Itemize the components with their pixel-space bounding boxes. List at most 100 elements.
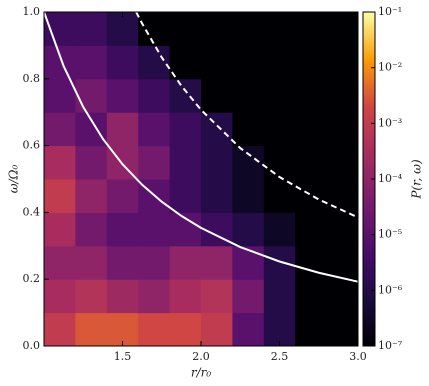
y-tick-label: 0.0 [23, 339, 41, 352]
heatmap-cell [326, 145, 359, 180]
heatmap-cell [169, 179, 202, 213]
heatmap-cell [106, 78, 139, 113]
heatmap-cell [106, 312, 139, 347]
y-tick-label: 0.2 [23, 272, 41, 285]
colorbar-tick-label: 10⁻² [378, 61, 402, 74]
heatmap-cell [263, 245, 296, 280]
heatmap-cell [326, 279, 359, 314]
heatmap-cell [75, 179, 108, 213]
heatmap-cell [75, 145, 108, 180]
heatmap-cell [169, 145, 202, 180]
heatmap-cell [201, 12, 233, 46]
heatmap-cell [138, 12, 171, 46]
heatmap-cell [295, 245, 328, 280]
heatmap-cell [201, 312, 233, 347]
heatmap-cell [138, 312, 171, 347]
heatmap-cell [169, 112, 202, 147]
heatmap-cell [326, 212, 359, 247]
heatmap-cell [138, 212, 171, 247]
colorbar-tick-label: 10⁻¹ [378, 5, 402, 18]
heatmap-cell [138, 45, 171, 80]
heatmap-cell [326, 45, 359, 80]
x-tick-label: 2.0 [192, 350, 210, 363]
x-tick-label: 3.0 [349, 350, 367, 363]
heatmap-cell [169, 12, 202, 46]
heatmap-cell [106, 112, 139, 147]
heatmap-cell [44, 279, 76, 314]
heatmap-cell [326, 112, 359, 147]
x-tick-label: 2.5 [271, 350, 289, 363]
heatmap-cell [263, 12, 296, 46]
heatmap-cell [44, 45, 76, 80]
heatmap-cell [44, 112, 76, 147]
heatmap-cell [106, 245, 139, 280]
heatmap-cell [263, 45, 296, 80]
heatmap-cell [232, 279, 265, 314]
heatmap-cell [201, 245, 233, 280]
heatmap-cell [138, 145, 171, 180]
heatmap-cell [232, 245, 265, 280]
heatmap-cell [169, 312, 202, 347]
heatmap-cell [44, 212, 76, 247]
heatmap-cell [326, 179, 359, 213]
heatmap-cell [295, 112, 328, 147]
x-axis-label: r/r₀ [191, 366, 212, 380]
heatmap-cell [295, 212, 328, 247]
heatmap-cell [75, 78, 108, 113]
heatmap-cell [138, 279, 171, 314]
curve [43, 11, 359, 283]
heatmap-cell [232, 145, 265, 180]
heatmap-cell [75, 112, 108, 147]
heatmap-cell [169, 245, 202, 280]
heatmap-cell [232, 179, 265, 213]
heatmap-cell [44, 145, 76, 180]
heatmap-cell [138, 112, 171, 147]
heatmap-cell [201, 179, 233, 213]
heatmap-cell [295, 12, 328, 46]
heatmap-cell [106, 279, 139, 314]
y-axis-label: ω/Ω₀ [7, 165, 21, 194]
heatmap-cell [169, 279, 202, 314]
heatmap-cell [232, 45, 265, 80]
heatmap-cell [138, 78, 171, 113]
heatmap-cell [295, 45, 328, 80]
heatmap-cell [169, 78, 202, 113]
heatmap-cell [232, 312, 265, 347]
heatmap-cell [232, 212, 265, 247]
heatmap-cell [263, 112, 296, 147]
curve [135, 11, 359, 219]
heatmap-cell [75, 279, 108, 314]
heatmap-cell [263, 212, 296, 247]
heatmap-cell [326, 12, 359, 46]
heatmap-cell [106, 179, 139, 213]
heatmap-cell [75, 45, 108, 80]
y-tick-label: 1.0 [23, 5, 41, 18]
heatmap-cell [106, 12, 139, 46]
heatmap-cell [75, 312, 108, 347]
heatmap-cell [75, 12, 108, 46]
heatmap-cell [295, 179, 328, 213]
heatmap-cell [263, 179, 296, 213]
heatmap-cell [44, 78, 76, 113]
heatmap-cell [295, 145, 328, 180]
heatmap-cell [44, 312, 76, 347]
colorbar-tick-label: 10⁻⁷ [378, 339, 403, 352]
heatmap-cell [75, 245, 108, 280]
heatmap-cell [232, 112, 265, 147]
heatmap-cell [326, 245, 359, 280]
heatmap-cell [44, 179, 76, 213]
heatmap-cell [201, 45, 233, 80]
y-tick-label: 0.4 [23, 205, 41, 218]
heatmap-cell [138, 245, 171, 280]
colorbar-tick-label: 10⁻³ [378, 116, 402, 129]
heatmap-cell [106, 212, 139, 247]
heatmap-cell [295, 279, 328, 314]
heatmap-cell [201, 112, 233, 147]
heatmap-cell [263, 78, 296, 113]
heatmap-cell [263, 312, 296, 347]
x-tick-label: 1.5 [114, 350, 132, 363]
heatmap-cell [75, 212, 108, 247]
heatmap-cell [263, 279, 296, 314]
heatmap-cell [169, 45, 202, 80]
